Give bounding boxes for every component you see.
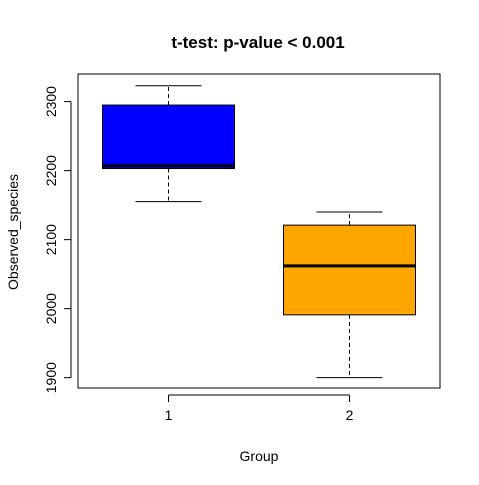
x-tick-label-2: 2 (346, 407, 354, 423)
y-tick-label-2000: 2000 (43, 293, 59, 324)
box-1 (102, 104, 235, 170)
y-tick-label-2100: 2100 (43, 224, 59, 255)
x-tick-label-1: 1 (165, 407, 173, 423)
y-tick-label-1900: 1900 (43, 362, 59, 393)
y-tick-label-2200: 2200 (43, 155, 59, 186)
chart-title: t-test: p-value < 0.001 (171, 33, 344, 52)
box-2 (283, 224, 416, 316)
plot-frame (77, 73, 441, 389)
x-axis-label: Group (240, 448, 279, 464)
y-axis-label: Observed_species (5, 174, 21, 290)
chart-marks: 1900 2000 2100 2200 2300 1 2 (43, 85, 416, 423)
y-tick-label-2300: 2300 (43, 86, 59, 117)
